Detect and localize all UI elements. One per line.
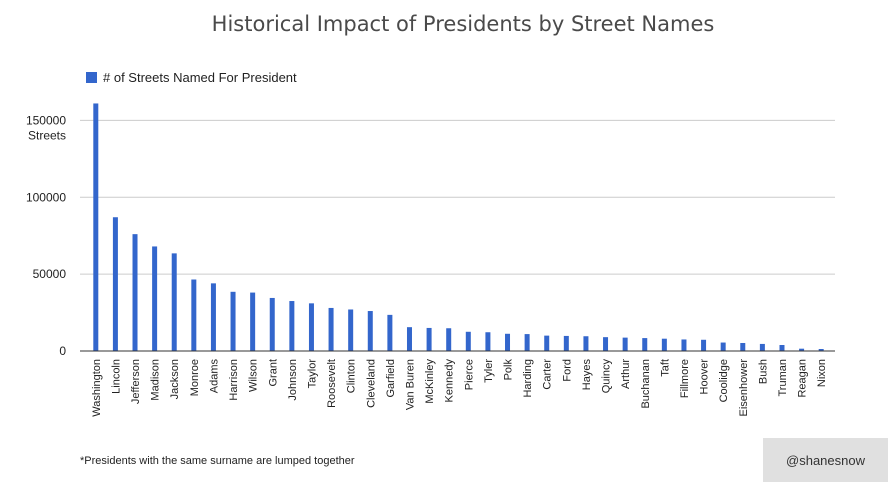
category-label: Tyler xyxy=(483,359,495,383)
bar-harding xyxy=(524,334,530,351)
bar-arthur xyxy=(622,337,628,351)
bar-chart: 0 50000 100000 150000 Washington Lincoln Jeff… xyxy=(26,103,835,417)
bar-fillmore xyxy=(681,339,687,351)
category-label: Polk xyxy=(503,359,515,381)
bar-monroe xyxy=(191,279,197,351)
bar-reagan xyxy=(799,348,805,351)
category-label: Hoover xyxy=(699,359,711,395)
bar-nixon xyxy=(818,349,824,351)
bar-van-buren xyxy=(406,327,412,351)
category-label: Carter xyxy=(542,359,554,390)
bar-buchanan xyxy=(642,338,648,351)
category-label: Truman xyxy=(777,359,789,397)
category-label: Bush xyxy=(757,359,769,384)
bar-wilson xyxy=(250,292,256,351)
bar-clinton xyxy=(348,309,354,351)
bars xyxy=(93,103,824,352)
credit-badge: @shanesnow xyxy=(763,438,888,482)
bar-adams xyxy=(210,283,216,351)
y-tick-label: 50000 xyxy=(33,267,67,281)
bar-cleveland xyxy=(367,311,373,351)
category-label: Adams xyxy=(208,359,220,394)
bar-kennedy xyxy=(446,328,452,351)
category-label: McKinley xyxy=(424,359,436,404)
bar-taft xyxy=(661,338,667,351)
bar-bush xyxy=(759,343,765,351)
category-label: Jackson xyxy=(169,359,181,399)
bar-polk xyxy=(505,333,511,351)
category-label: Madison xyxy=(150,359,162,401)
legend: # of Streets Named For President xyxy=(86,70,297,85)
bar-washington xyxy=(93,103,99,352)
category-label: Grant xyxy=(267,359,279,387)
category-label: Van Buren xyxy=(404,359,416,410)
y-tick-label: 0 xyxy=(59,344,66,358)
category-label: Pierce xyxy=(463,359,475,390)
bar-mckinley xyxy=(426,327,432,351)
bar-coolidge xyxy=(720,342,726,351)
y-axis-ticks: 0 50000 100000 150000 xyxy=(26,113,66,358)
bar-lincoln xyxy=(112,217,118,351)
category-label: Roosevelt xyxy=(326,359,338,408)
legend-label: # of Streets Named For President xyxy=(103,70,297,85)
category-label: Harding xyxy=(522,359,534,398)
bar-pierce xyxy=(465,331,471,351)
bar-grant xyxy=(269,297,275,351)
category-label: Cleveland xyxy=(365,359,377,408)
bar-tyler xyxy=(485,332,491,351)
bar-carter xyxy=(544,335,550,351)
category-label: Fillmore xyxy=(679,359,691,398)
y-axis-label: Streets xyxy=(28,128,66,142)
category-label: Jefferson xyxy=(130,359,142,404)
bar-taylor xyxy=(308,303,314,351)
bar-garfield xyxy=(387,314,393,351)
category-label: Washington xyxy=(91,359,103,417)
category-label: Johnson xyxy=(287,359,299,401)
category-label: Arthur xyxy=(620,359,632,389)
category-label: Kennedy xyxy=(444,359,456,403)
category-label: Wilson xyxy=(248,359,260,392)
category-label: Clinton xyxy=(346,359,358,393)
category-labels: Washington Lincoln Jefferson Madison Jackson… xyxy=(91,359,828,417)
category-label: Coolidge xyxy=(718,359,730,402)
category-label: Nixon xyxy=(816,359,828,387)
chart-title: Historical Impact of Presidents by Stree… xyxy=(211,12,715,36)
category-label: Garfield xyxy=(385,359,397,398)
category-label: Eisenhower xyxy=(738,359,750,417)
bar-jefferson xyxy=(132,234,138,351)
category-label: Taylor xyxy=(306,359,318,389)
bar-roosevelt xyxy=(328,307,334,351)
category-label: Ford xyxy=(561,359,573,382)
category-label: Harrison xyxy=(228,359,240,401)
footnote: *Presidents with the same surname are lu… xyxy=(80,455,355,467)
bar-eisenhower xyxy=(740,343,746,351)
category-label: Hayes xyxy=(581,359,593,391)
category-label: Monroe xyxy=(189,359,201,396)
category-label: Lincoln xyxy=(110,359,122,394)
bar-ford xyxy=(563,335,569,351)
bar-hayes xyxy=(583,336,589,351)
bar-quincy xyxy=(603,337,609,351)
category-label: Quincy xyxy=(601,359,613,394)
category-label: Reagan xyxy=(797,359,809,398)
gridlines xyxy=(80,119,835,275)
y-tick-label: 100000 xyxy=(26,190,66,204)
bar-truman xyxy=(779,345,785,351)
category-label: Taft xyxy=(659,359,671,377)
bar-hoover xyxy=(701,339,707,351)
bar-jackson xyxy=(171,253,177,351)
y-tick-label: 150000 xyxy=(26,113,66,127)
bar-johnson xyxy=(289,301,295,351)
bar-harrison xyxy=(230,291,236,351)
category-label: Buchanan xyxy=(640,359,652,409)
bar-madison xyxy=(152,246,158,351)
legend-swatch xyxy=(86,72,97,83)
